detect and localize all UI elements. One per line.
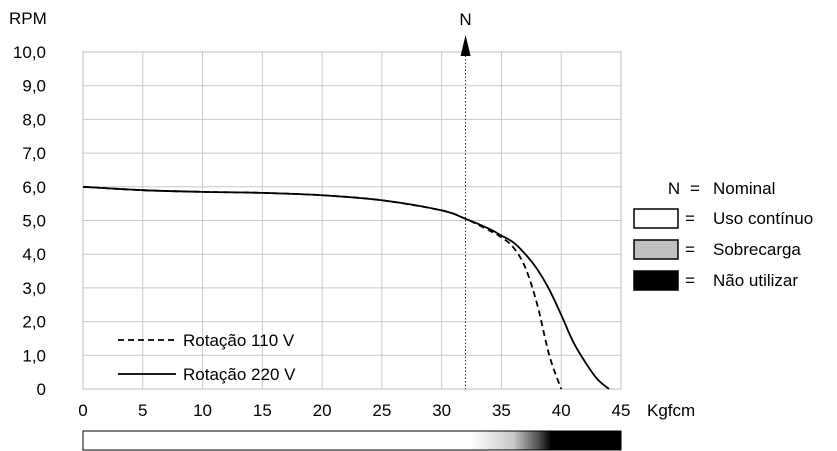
y-tick-label: 5,0 <box>22 212 46 231</box>
y-axis-label: RPM <box>9 9 47 28</box>
x-tick-label: 40 <box>552 401 571 420</box>
legend-symbol: N <box>668 179 680 198</box>
legend-equals: = <box>685 240 695 259</box>
y-tick-label: 1,0 <box>22 346 46 365</box>
nominal-arrow-icon <box>460 35 471 56</box>
x-tick-label: 15 <box>253 401 272 420</box>
legend-equals: = <box>685 209 695 228</box>
plot-frame <box>82 51 622 390</box>
x-tick-label: 35 <box>492 401 511 420</box>
y-tick-label: 3,0 <box>22 279 46 298</box>
legend-equals: = <box>690 179 700 198</box>
x-tick-label: 25 <box>372 401 391 420</box>
legend-swatch <box>633 239 679 260</box>
legend-label: Uso contínuo <box>713 209 813 228</box>
x-tick-label: 10 <box>193 401 212 420</box>
x-tick-label: 30 <box>432 401 451 420</box>
nominal-label: N <box>459 10 471 29</box>
legend-label: Não utilizar <box>713 271 798 290</box>
legend-equals: = <box>685 271 695 290</box>
y-tick-label: 8,0 <box>22 110 46 129</box>
x-tick-label: 0 <box>78 401 87 420</box>
y-tick-label: 2,0 <box>22 313 46 332</box>
grid <box>82 51 622 390</box>
nominal-marker: N <box>459 10 472 389</box>
legend-series-label: Rotação 110 V <box>183 331 295 350</box>
series: Rotação 110 V Rotação 220 V <box>82 185 610 390</box>
y-tick-label: 9,0 <box>22 77 46 96</box>
x-tick-label: 20 <box>313 401 332 420</box>
y-tick-label: 7,0 <box>22 144 46 163</box>
y-tick-label: 10,0 <box>13 43 46 62</box>
y-tick-label: 4,0 <box>22 245 46 264</box>
legend-series-label: Rotação 220 V <box>183 365 296 384</box>
x-tick-label: 45 <box>612 401 631 420</box>
y-tick-label: 6,0 <box>22 178 46 197</box>
legend-swatch <box>633 208 679 229</box>
x-axis-label: Kgfcm <box>647 401 695 420</box>
x-tick-label: 5 <box>138 401 147 420</box>
y-tick-label: 0 <box>37 380 46 399</box>
axes: 0 5 10 15 20 25 30 35 40 45 0 1,0 2,0 3,0 4,0 5,0 6,0 7,0… <box>9 9 695 420</box>
legend-swatch <box>633 270 679 291</box>
legend-label: Nominal <box>713 179 775 198</box>
legend: N = Nominal = Uso contínuo = Sobrecarga = Não ut… <box>633 179 813 291</box>
series-line <box>82 185 610 390</box>
usage-gradient-bar <box>82 430 622 451</box>
usage-bar <box>82 430 622 451</box>
legend-label: Sobrecarga <box>713 240 801 259</box>
